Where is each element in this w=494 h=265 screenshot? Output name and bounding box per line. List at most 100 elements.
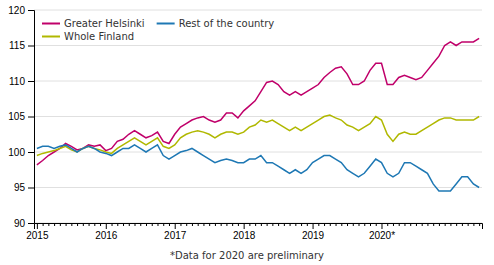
- y-tick: 100: [8, 147, 34, 158]
- x-minor-tick-mark: [445, 223, 446, 226]
- y-tick: 90: [14, 218, 34, 229]
- x-minor-tick-mark: [232, 223, 233, 226]
- y-tick-label: 120: [8, 5, 25, 16]
- series-line: [37, 115, 479, 155]
- x-tick: [376, 223, 377, 226]
- y-tick-mark: [28, 152, 34, 153]
- x-tick: [48, 223, 49, 226]
- x-tick: 2019: [302, 223, 325, 241]
- x-minor-tick-mark: [215, 223, 216, 226]
- x-tick: [163, 223, 164, 226]
- x-minor-tick-mark: [404, 223, 405, 226]
- y-tick-label: 100: [8, 147, 25, 158]
- x-tick: 2016: [95, 223, 118, 241]
- x-minor-tick-mark: [77, 223, 78, 226]
- y-tick-mark: [28, 188, 34, 189]
- x-minor-tick-mark: [238, 223, 239, 226]
- x-minor-tick-mark: [336, 223, 337, 226]
- x-tick: [427, 223, 428, 226]
- x-minor-tick-mark: [353, 223, 354, 226]
- x-minor-tick-mark: [295, 223, 296, 226]
- subtitle: *Data for 2020 are preliminary: [170, 250, 324, 261]
- x-tick-mark: [381, 223, 382, 229]
- legend-item: Rest of the country: [157, 18, 275, 29]
- x-minor-tick-mark: [324, 223, 325, 226]
- x-minor-tick-mark: [272, 223, 273, 226]
- x-tick: [468, 223, 469, 226]
- x-tick-label: 2017: [164, 230, 187, 241]
- x-minor-tick-mark: [117, 223, 118, 226]
- x-tick-mark: [313, 223, 314, 229]
- y-tick: 105: [8, 111, 34, 122]
- x-minor-tick-mark: [255, 223, 256, 226]
- x-tick: [450, 223, 451, 226]
- x-tick: [341, 223, 342, 226]
- x-tick-label: 2020*: [369, 230, 395, 241]
- x-tick: [416, 223, 417, 226]
- y-tick-mark: [28, 81, 34, 82]
- x-tick: [249, 223, 250, 226]
- x-minor-tick-mark: [43, 223, 44, 226]
- x-minor-tick-mark: [370, 223, 371, 226]
- x-tick: [462, 223, 463, 226]
- lines: [37, 38, 479, 191]
- x-tick: [215, 223, 216, 226]
- plot: 9095100105110115120201520162017201820192…: [8, 5, 482, 241]
- x-tick: [221, 223, 222, 226]
- x-minor-tick-mark: [473, 223, 474, 226]
- x-minor-tick-mark: [307, 223, 308, 226]
- legend-label: Greater Helsinki: [64, 18, 145, 29]
- x-tick: [152, 223, 153, 226]
- x-minor-tick-mark: [399, 223, 400, 226]
- x-minor-tick-mark: [54, 223, 55, 226]
- x-minor-tick-mark: [330, 223, 331, 226]
- x-tick: [192, 223, 193, 226]
- x-tick: [209, 223, 210, 226]
- x-minor-tick-mark: [284, 223, 285, 226]
- y-tick: 95: [14, 182, 34, 193]
- x-tick: [180, 223, 181, 226]
- grid: [34, 10, 482, 223]
- x-tick: 2020*: [369, 223, 395, 241]
- x-minor-tick-mark: [422, 223, 423, 226]
- x-minor-tick-mark: [89, 223, 90, 226]
- x-tick: [198, 223, 199, 226]
- x-minor-tick-mark: [416, 223, 417, 226]
- x-tick: [347, 223, 348, 226]
- y-tick-label: 95: [14, 182, 26, 193]
- x-minor-tick-mark: [123, 223, 124, 226]
- x-minor-tick-mark: [456, 223, 457, 226]
- x-axis: 201520162017201820192020*: [26, 223, 482, 241]
- x-minor-tick-mark: [427, 223, 428, 226]
- x-tick: [439, 223, 440, 226]
- chart: 9095100105110115120201520162017201820192…: [0, 0, 494, 265]
- x-tick: [129, 223, 130, 226]
- x-minor-tick-mark: [249, 223, 250, 226]
- x-minor-tick-mark: [48, 223, 49, 226]
- x-tick: [123, 223, 124, 226]
- x-tick: [301, 223, 302, 226]
- x-minor-tick-mark: [135, 223, 136, 226]
- x-minor-tick-mark: [450, 223, 451, 226]
- x-tick: [364, 223, 365, 226]
- x-tick: 2015: [26, 223, 49, 241]
- x-minor-tick-mark: [192, 223, 193, 226]
- x-tick: [393, 223, 394, 226]
- grid-line: [34, 187, 482, 188]
- x-tick: [140, 223, 141, 226]
- x-minor-tick-mark: [301, 223, 302, 226]
- x-tick: [60, 223, 61, 226]
- x-tick: [318, 223, 319, 226]
- series-line: [37, 145, 479, 191]
- x-tick: [83, 223, 84, 226]
- y-tick-label: 110: [9, 76, 25, 87]
- x-tick: [43, 223, 44, 226]
- x-minor-tick-mark: [203, 223, 204, 226]
- x-minor-tick-mark: [359, 223, 360, 226]
- y-tick: 115: [9, 40, 34, 51]
- x-minor-tick-mark: [278, 223, 279, 226]
- x-tick: [54, 223, 55, 226]
- grid-line: [34, 116, 482, 117]
- x-tick: [146, 223, 147, 226]
- x-minor-tick-mark: [60, 223, 61, 226]
